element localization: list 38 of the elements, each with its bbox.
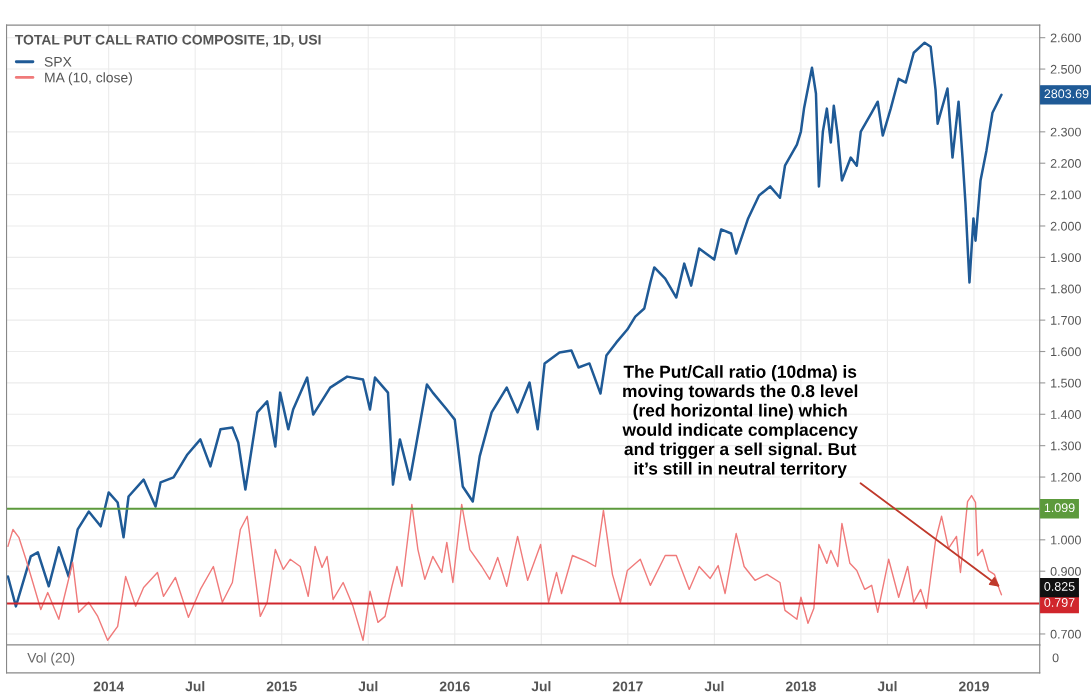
y-tick-label: 0.700	[1050, 629, 1081, 639]
x-tick-label: 2017	[612, 681, 643, 692]
y-tick-label: 1.300	[1051, 441, 1081, 451]
x-tick-label: Jul	[704, 681, 724, 692]
y-tick-label: 1.500	[1051, 378, 1081, 388]
x-tick-label: 2014	[93, 681, 125, 692]
text: 2803.69	[1044, 89, 1089, 99]
annotation: The Put/Call ratio (10dma) is moving towards the 0.8 level (red horizontal line) which would indicate complacency and trigger a sell signal. But it’s still in neutral territory	[622, 365, 858, 479]
x-tick-label: 2019	[958, 681, 989, 692]
y-tick-label: 1.200	[1051, 472, 1081, 482]
y-tick-label: 1.600	[1051, 347, 1081, 357]
x-tick-label: 2015	[266, 681, 297, 692]
y-tick-label: 1.400	[1051, 410, 1081, 419]
x-tick-label: 2018	[785, 681, 816, 692]
y-tick-label: 1.800	[1051, 284, 1081, 294]
text: 0.825	[1044, 582, 1075, 591]
x-tick-label: Jul	[358, 681, 378, 692]
legend-label: SPX	[44, 56, 72, 67]
y-tick-label: 2.100	[1050, 190, 1081, 200]
y-tick-label: 2.200	[1050, 159, 1081, 168]
legend-label: MA (10, close)	[45, 72, 132, 86]
ref-line-label: 0.797	[1044, 598, 1075, 607]
ref-line-label: 1.099	[1044, 503, 1075, 513]
y-tick-label: 2.300	[1050, 127, 1081, 137]
x-tick-label: Jul	[877, 681, 897, 692]
y-tick-label: 2.000	[1050, 221, 1081, 231]
text: Vol (20)	[27, 652, 75, 666]
y-tick-label: 1.900	[1051, 253, 1081, 263]
y-tick-label: 2.500	[1050, 64, 1081, 74]
y-tick-label: 1.700	[1051, 315, 1081, 325]
x-tick-label: 2016	[439, 681, 470, 692]
y-tick-label: 1.000	[1051, 535, 1081, 545]
x-tick-label: Jul	[185, 681, 205, 692]
y-tick-label: 0.900	[1050, 567, 1081, 576]
text: 0	[1052, 653, 1059, 663]
text: TOTAL PUT CALL RATIO COMPOSITE, 1D, USI	[14, 34, 321, 47]
x-tick-label: Jul	[531, 681, 551, 692]
y-tick-label: 2.600	[1050, 33, 1081, 43]
